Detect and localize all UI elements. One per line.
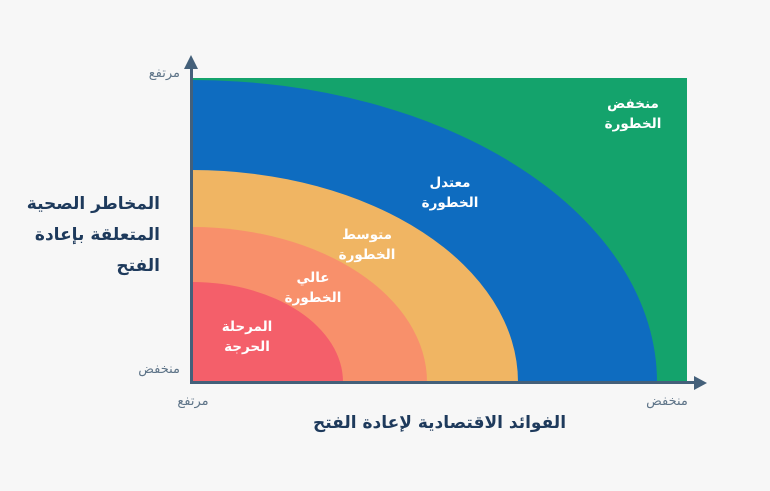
x-axis-left-tick-label: مرتفع bbox=[177, 394, 209, 409]
zone-label-low-risk: منخفض الخطورة bbox=[604, 96, 662, 132]
zone-label-high-risk: عالي الخطورة bbox=[284, 270, 342, 306]
y-axis-arrow-up-icon bbox=[184, 55, 198, 69]
x-axis-right-tick-label: منخفض bbox=[646, 394, 688, 409]
y-axis-title: المخاطر الصحية المتعلقة بإعادة الفتح bbox=[26, 194, 160, 276]
chart-plot-area: منخفض الخطورة معتدل الخطورة متوسط الخطور… bbox=[192, 78, 687, 382]
x-axis-line bbox=[191, 381, 695, 384]
x-axis-title: الفوائد الاقتصادية لإعادة الفتح bbox=[312, 413, 567, 433]
y-axis-bottom-tick-label: منخفض bbox=[138, 362, 180, 377]
x-axis-arrow-right-icon bbox=[694, 375, 707, 390]
zone-label-medium-risk: متوسط الخطورة bbox=[338, 227, 396, 263]
y-axis-line bbox=[190, 64, 193, 384]
zone-label-moderate-risk: معتدل الخطورة bbox=[421, 175, 479, 211]
zone-label-critical-stage: المرحلة الحرجة bbox=[221, 319, 273, 355]
y-axis-top-tick-label: مرتفع bbox=[148, 66, 180, 81]
